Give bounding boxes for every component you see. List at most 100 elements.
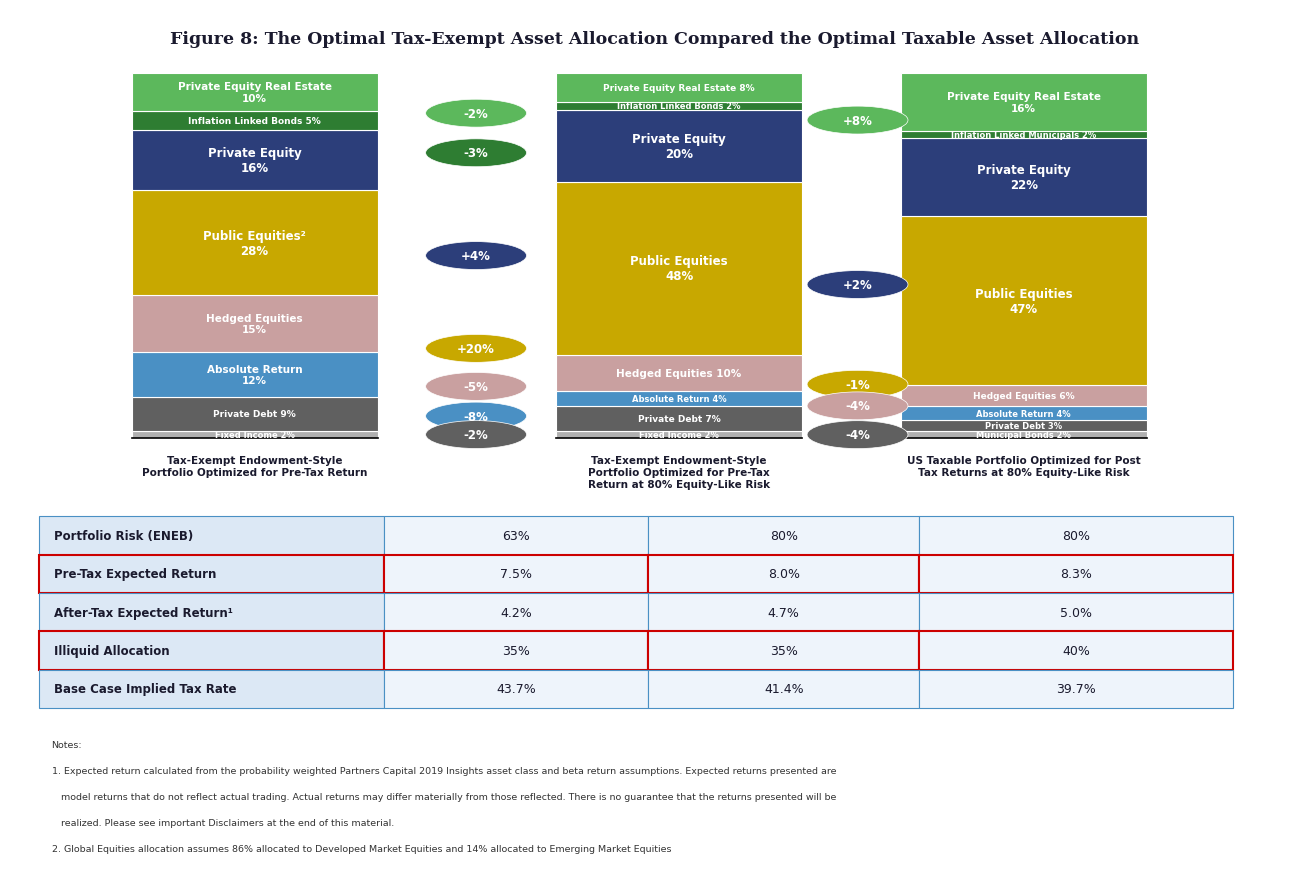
Bar [919, 555, 1233, 594]
Bar [556, 356, 802, 392]
Text: 43.7%: 43.7% [496, 682, 535, 695]
Text: model returns that do not reflect actual trading. Actual returns may differ mate: model returns that do not reflect actual… [51, 793, 836, 802]
Bar [39, 670, 384, 709]
Bar [901, 407, 1147, 421]
Bar [648, 594, 919, 631]
Bar [39, 594, 384, 631]
Text: +4%: +4% [461, 249, 491, 263]
Bar [901, 139, 1147, 217]
Text: 80%: 80% [1062, 529, 1090, 543]
Bar [131, 191, 377, 296]
Text: 8.0%: 8.0% [767, 567, 800, 580]
Bar [901, 421, 1147, 432]
Text: 4.7%: 4.7% [768, 606, 800, 619]
Text: Illiquid Allocation: Illiquid Allocation [54, 644, 170, 658]
Text: 63%: 63% [503, 529, 530, 543]
Text: 8.3%: 8.3% [1060, 567, 1092, 580]
Bar [131, 75, 377, 112]
Ellipse shape [808, 421, 908, 449]
Text: realized. Please see important Disclaimers at the end of this material.: realized. Please see important Disclaime… [51, 818, 394, 827]
Text: Notes:: Notes: [51, 740, 82, 750]
Text: -2%: -2% [463, 428, 488, 442]
Bar [556, 407, 802, 431]
Text: 5.0%: 5.0% [1060, 606, 1092, 619]
Text: Municipal Bonds 2%: Municipal Bonds 2% [977, 431, 1071, 440]
Text: +2%: +2% [843, 278, 872, 291]
Text: Private Debt 9%: Private Debt 9% [213, 410, 296, 419]
Text: -8%: -8% [463, 410, 488, 423]
Text: Figure 8: The Optimal Tax-Exempt Asset Allocation Compared the Optimal Taxable A: Figure 8: The Optimal Tax-Exempt Asset A… [170, 31, 1139, 47]
Bar [901, 432, 1147, 439]
Ellipse shape [425, 140, 526, 168]
Ellipse shape [425, 335, 526, 363]
Ellipse shape [425, 403, 526, 430]
Text: Absolute Return 4%: Absolute Return 4% [632, 394, 726, 404]
Ellipse shape [425, 373, 526, 401]
Text: -5%: -5% [463, 380, 488, 393]
Bar [131, 131, 377, 191]
Text: Inflation Linked Bonds 5%: Inflation Linked Bonds 5% [188, 117, 321, 126]
Text: Public Equities
47%: Public Equities 47% [975, 287, 1072, 315]
Text: Fixed Income 2%: Fixed Income 2% [215, 430, 295, 440]
Bar [919, 594, 1233, 631]
Text: +8%: +8% [843, 114, 873, 127]
Text: -4%: -4% [846, 399, 870, 413]
Text: Portfolio Risk (ENEB): Portfolio Risk (ENEB) [54, 529, 194, 543]
Bar [901, 75, 1147, 132]
Text: 41.4%: 41.4% [764, 682, 804, 695]
Ellipse shape [808, 371, 908, 399]
Text: Fixed Income 2%: Fixed Income 2% [639, 430, 719, 440]
Bar [556, 75, 802, 104]
Text: Private Equity Real Estate
16%: Private Equity Real Estate 16% [946, 92, 1101, 113]
Text: 35%: 35% [503, 644, 530, 658]
Text: Absolute Return 4%: Absolute Return 4% [977, 409, 1071, 418]
Ellipse shape [425, 242, 526, 270]
Text: Private Equity
22%: Private Equity 22% [977, 164, 1071, 192]
Ellipse shape [808, 392, 908, 421]
Text: 40%: 40% [1062, 644, 1090, 658]
Bar [648, 555, 919, 594]
Bar [39, 631, 384, 670]
Text: US Taxable Portfolio Optimized for Post
Tax Returns at 80% Equity-Like Risk: US Taxable Portfolio Optimized for Post … [907, 456, 1140, 478]
Text: Hedged Equities 10%: Hedged Equities 10% [617, 369, 742, 378]
Text: -1%: -1% [846, 378, 870, 392]
Bar [39, 516, 384, 555]
Text: Hedged Equities
15%: Hedged Equities 15% [207, 313, 302, 335]
Bar [384, 555, 648, 594]
Bar [384, 594, 648, 631]
Bar [919, 631, 1233, 670]
Text: Inflation Linked Municipals 2%: Inflation Linked Municipals 2% [952, 131, 1096, 140]
Text: -3%: -3% [463, 148, 488, 160]
Text: 39.7%: 39.7% [1056, 682, 1096, 695]
Text: Tax-Exempt Endowment-Style
Portfolio Optimized for Pre-Tax Return: Tax-Exempt Endowment-Style Portfolio Opt… [141, 456, 368, 478]
Text: Inflation Linked Bonds 2%: Inflation Linked Bonds 2% [618, 103, 741, 112]
Text: Base Case Implied Tax Rate: Base Case Implied Tax Rate [54, 682, 237, 695]
Text: Hedged Equities 6%: Hedged Equities 6% [973, 392, 1075, 400]
Bar [556, 183, 802, 356]
Bar [131, 352, 377, 398]
Text: Absolute Return
12%: Absolute Return 12% [207, 364, 302, 385]
Ellipse shape [808, 107, 908, 135]
Bar [648, 516, 919, 555]
Text: 80%: 80% [770, 529, 797, 543]
Text: Private Equity
20%: Private Equity 20% [632, 133, 726, 161]
Bar [384, 631, 648, 670]
Bar [556, 111, 802, 183]
Bar [384, 516, 648, 555]
Ellipse shape [425, 100, 526, 128]
Bar [919, 516, 1233, 555]
Bar [556, 431, 802, 439]
Bar [131, 112, 377, 131]
Bar [919, 670, 1233, 709]
Ellipse shape [425, 421, 526, 449]
Bar [556, 392, 802, 407]
Text: After-Tax Expected Return¹: After-Tax Expected Return¹ [54, 606, 233, 619]
Text: +20%: +20% [457, 342, 495, 356]
Text: 1. Expected return calculated from the probability weighted Partners Capital 201: 1. Expected return calculated from the p… [51, 766, 836, 775]
Bar [556, 104, 802, 111]
Text: 7.5%: 7.5% [500, 567, 531, 580]
Bar [648, 631, 919, 670]
Bar [901, 217, 1147, 385]
Text: -2%: -2% [463, 107, 488, 120]
Text: 35%: 35% [770, 644, 797, 658]
